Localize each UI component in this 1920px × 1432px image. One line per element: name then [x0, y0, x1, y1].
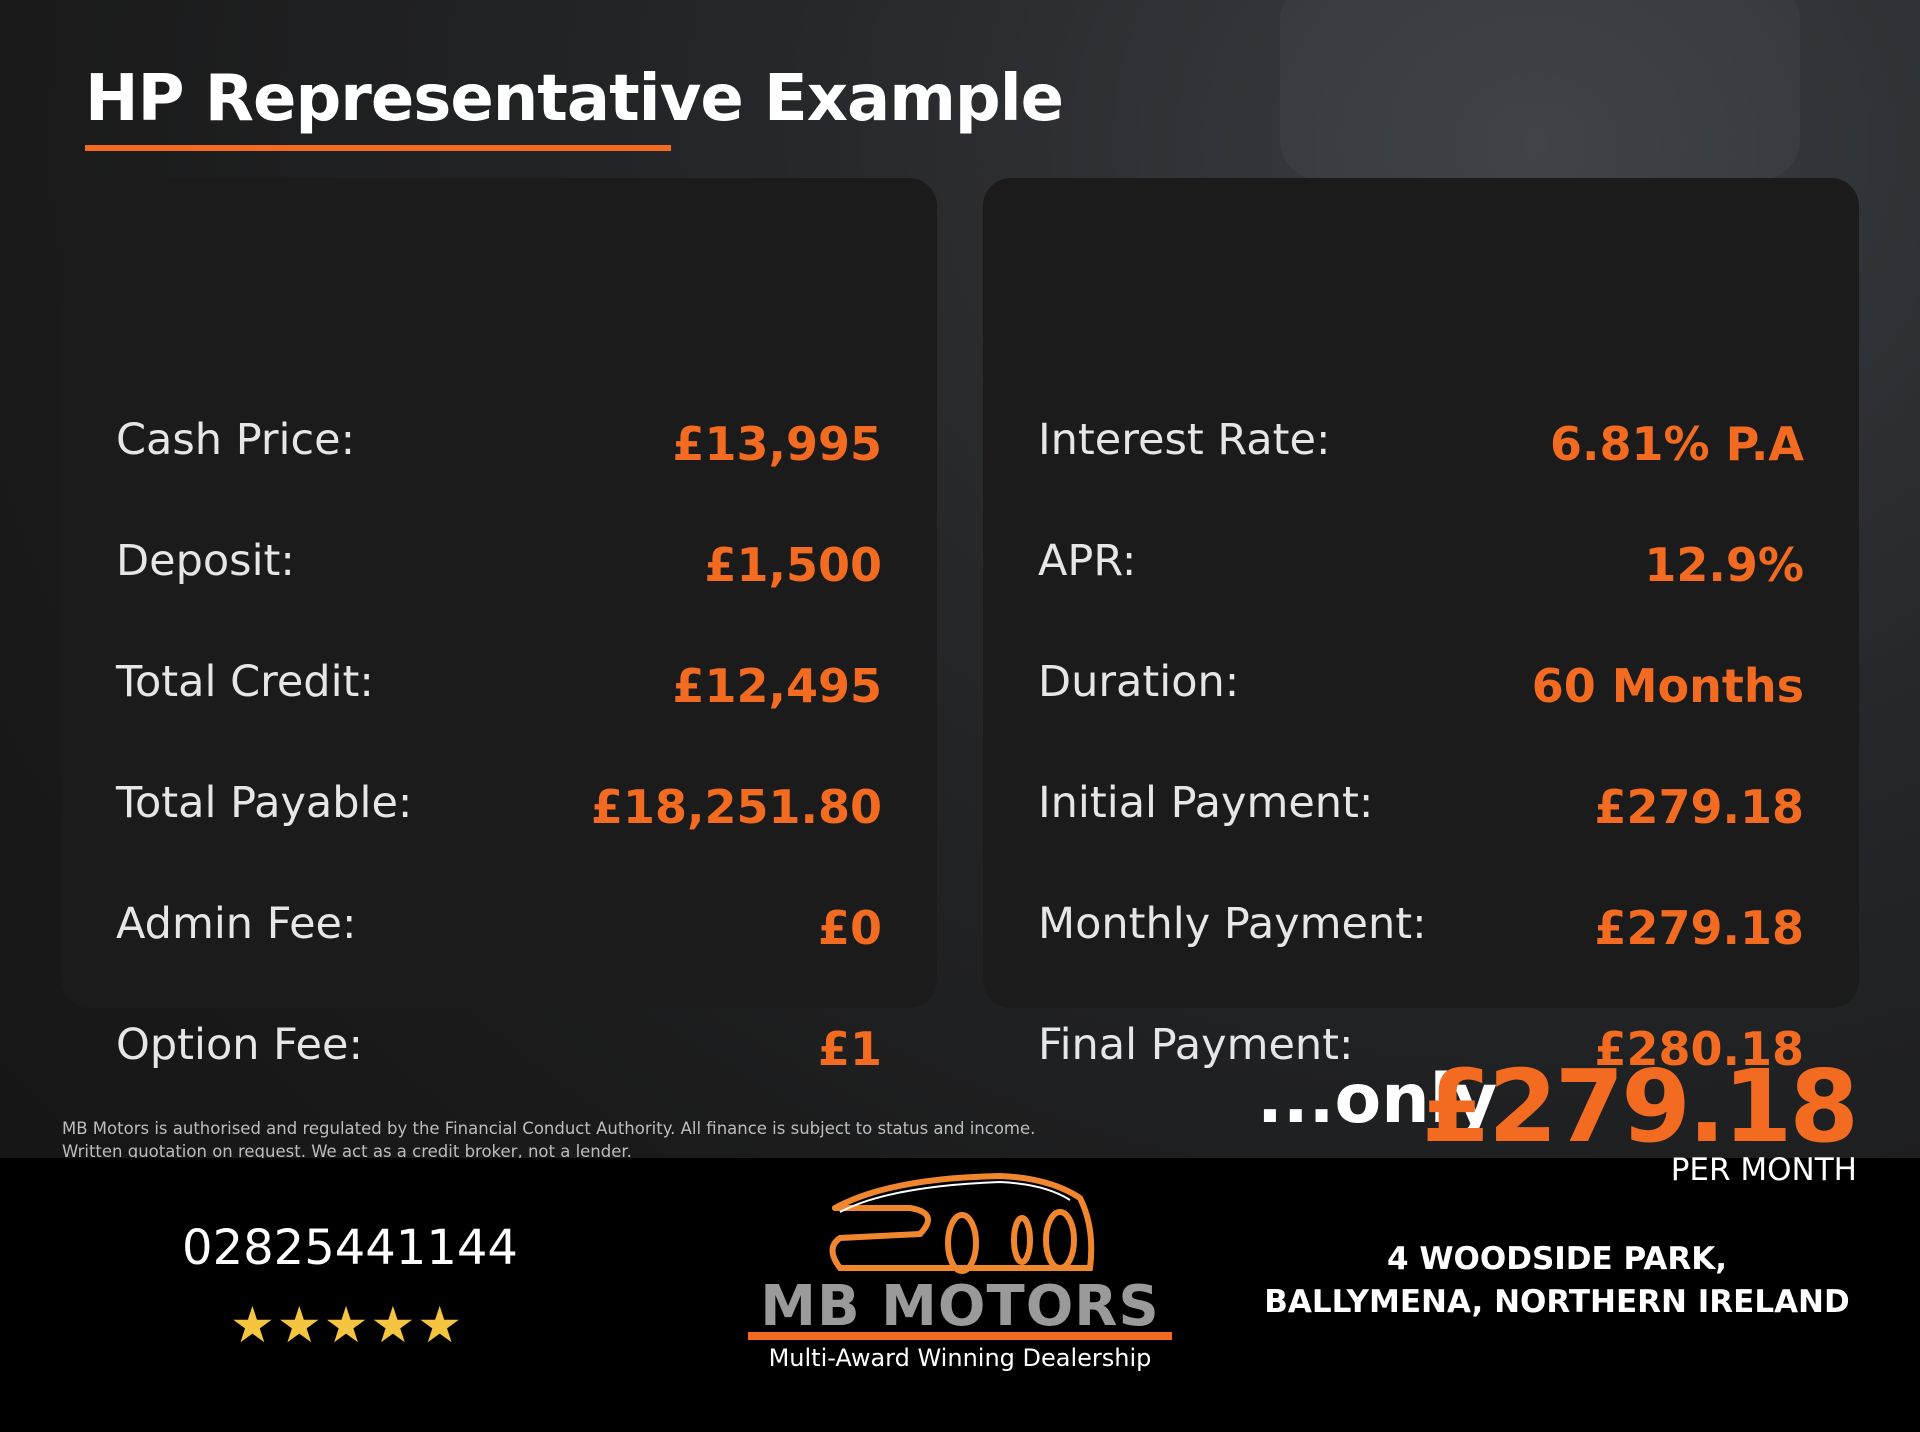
disclaimer: MB Motors is authorised and regulated by…: [62, 1117, 1035, 1163]
label: Deposit:: [116, 536, 295, 586]
value: 60 Months: [1531, 659, 1804, 713]
phone-number[interactable]: 02825441144: [182, 1220, 518, 1276]
row-apr: APR: 12.9%: [1038, 531, 1804, 592]
car-outline-icon: [829, 1172, 1095, 1274]
value: £13,995: [672, 417, 882, 471]
logo-bar: [748, 1332, 1172, 1340]
label: APR:: [1038, 536, 1137, 586]
label: Total Payable:: [116, 778, 413, 828]
row-interest-rate: Interest Rate: 6.81% P.A: [1038, 410, 1804, 471]
value: £18,251.80: [590, 780, 882, 834]
label: Admin Fee:: [116, 899, 357, 949]
headline-price: £279.18: [1421, 1048, 1859, 1165]
address-line-2: BALLYMENA, NORTHERN IRELAND: [1264, 1284, 1850, 1320]
row-initial-payment: Initial Payment: £279.18: [1038, 773, 1804, 834]
row-total-credit: Total Credit: £12,495: [116, 652, 882, 713]
finance-card-right: Interest Rate: 6.81% P.A APR: 12.9% Durati…: [983, 178, 1859, 1076]
label: Duration:: [1038, 657, 1240, 707]
value: £0: [817, 901, 882, 955]
disclaimer-line-2: Written quotation on request. We act as …: [62, 1142, 632, 1161]
title-underline: [85, 145, 671, 151]
mb-motors-logo: MB MOTORS Multi-Award Winning Dealership: [740, 1168, 1180, 1378]
label: Initial Payment:: [1038, 778, 1374, 828]
value: £279.18: [1594, 780, 1804, 834]
footer: [0, 1158, 1920, 1432]
finance-card-left: Cash Price: £13,995 Deposit: £1,500 Total …: [61, 178, 937, 1076]
row-final-payment: Final Payment: £280.18: [1038, 1015, 1804, 1076]
row-deposit: Deposit: £1,500: [116, 531, 882, 592]
address: 4 WOODSIDE PARK, BALLYMENA, NORTHERN IRE…: [1257, 1238, 1857, 1324]
value: £279.18: [1594, 901, 1804, 955]
value: £12,495: [672, 659, 882, 713]
label: Interest Rate:: [1038, 415, 1331, 465]
label: Cash Price:: [116, 415, 356, 465]
value: 6.81% P.A: [1550, 417, 1804, 471]
label: Option Fee:: [116, 1020, 363, 1070]
row-admin-fee: Admin Fee: £0: [116, 894, 882, 955]
headline-prefix: ...only: [1257, 1060, 1498, 1139]
headline-suffix: PER MONTH: [1670, 1152, 1857, 1188]
label: Total Credit:: [116, 657, 374, 707]
logo-tagline: Multi-Award Winning Dealership: [768, 1344, 1152, 1372]
row-cash-price: Cash Price: £13,995: [116, 410, 882, 471]
label: Monthly Payment:: [1038, 899, 1427, 949]
logo-wordmark: MB MOTORS: [760, 1274, 1160, 1339]
value: 12.9%: [1644, 538, 1804, 592]
page-title: HP Representative Example: [85, 62, 1064, 136]
row-total-payable: Total Payable: £18,251.80: [116, 773, 882, 834]
star-rating-icon: ★★★★★: [230, 1296, 465, 1354]
row-monthly-payment: Monthly Payment: £279.18: [1038, 894, 1804, 955]
background-photo: [1280, 0, 1800, 180]
row-duration: Duration: 60 Months: [1038, 652, 1804, 713]
value: £1: [817, 1022, 882, 1076]
address-line-1: 4 WOODSIDE PARK,: [1386, 1241, 1728, 1277]
row-option-fee: Option Fee: £1: [116, 1015, 882, 1076]
value: £280.18: [1594, 1022, 1804, 1076]
disclaimer-line-1: MB Motors is authorised and regulated by…: [62, 1119, 1036, 1138]
value: £1,500: [704, 538, 882, 592]
label: Final Payment:: [1038, 1020, 1354, 1070]
